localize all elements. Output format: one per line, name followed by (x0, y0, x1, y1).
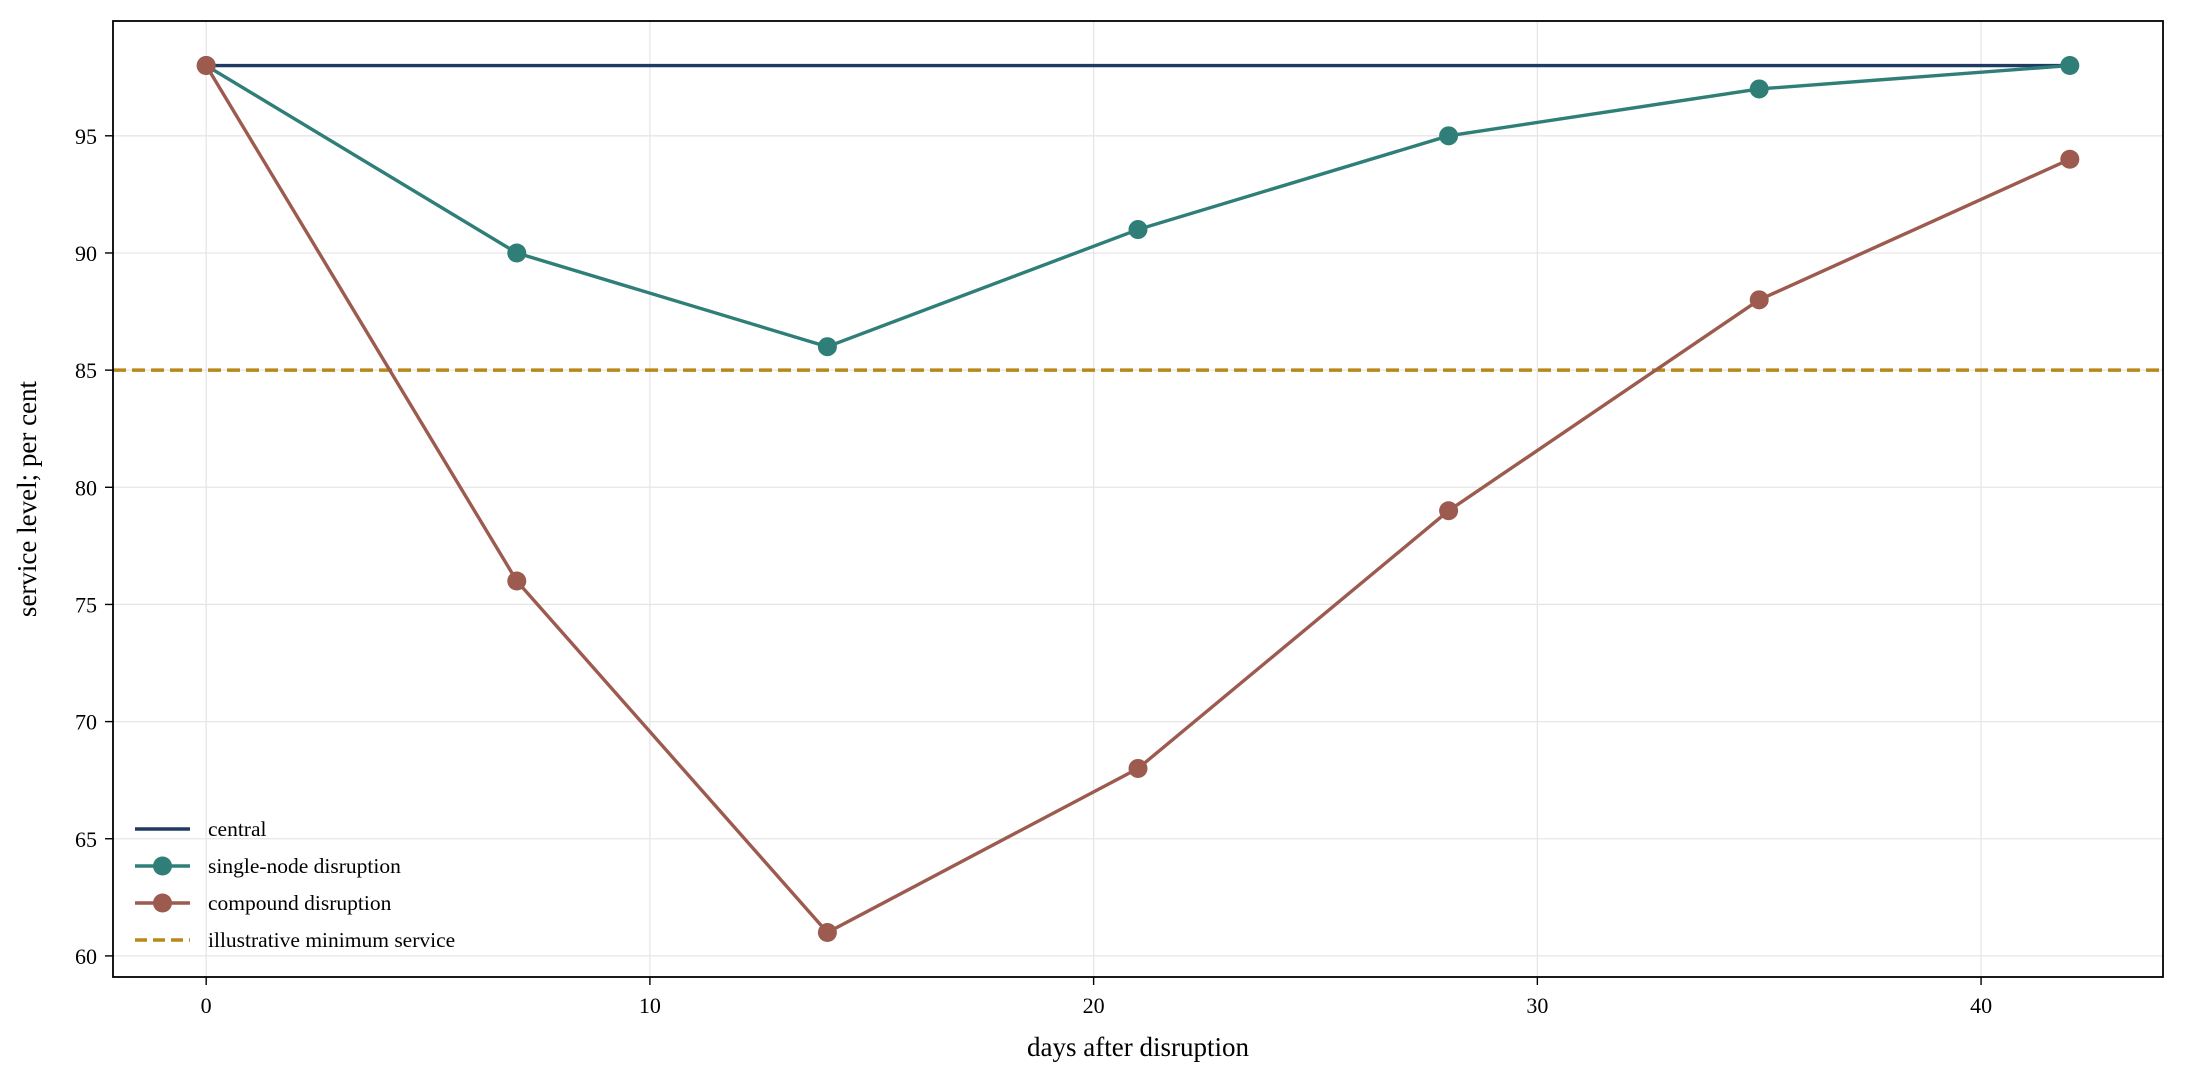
y-tick-label: 60 (75, 944, 97, 969)
y-tick-label: 85 (75, 358, 97, 383)
legend-label: illustrative minimum service (208, 928, 455, 952)
legend: central single-node disruption compound di… (135, 817, 455, 952)
data-point (817, 922, 837, 942)
legend-marker (153, 856, 172, 876)
y-tick-label: 70 (75, 710, 97, 735)
data-point (1749, 79, 1769, 99)
plot-series (196, 56, 2080, 942)
series-line (204, 64, 2071, 935)
x-tick-label: 30 (1526, 993, 1548, 1018)
x-axis-label: days after disruption (1027, 1032, 1249, 1062)
x-tick-label: 40 (1970, 993, 1992, 1018)
legend-entry: single-node disruption (135, 854, 401, 878)
legend-entry: central (135, 817, 267, 841)
y-axis-label: service level; per cent (12, 380, 42, 617)
series-line (205, 63, 2070, 349)
data-point (1439, 501, 1459, 521)
data-point (1128, 758, 1148, 778)
legend-label: compound disruption (208, 891, 392, 915)
y-tick-label: 80 (75, 475, 97, 500)
grid (113, 21, 2163, 977)
series-1 (196, 56, 2080, 357)
y-tick-label: 90 (75, 241, 97, 266)
legend-entry: illustrative minimum service (135, 928, 455, 952)
data-point (196, 56, 216, 76)
legend-entry: compound disruption (135, 891, 392, 915)
x-axis: 0 10 20 30 40 (201, 977, 1992, 1018)
y-axis: 60 65 70 75 80 85 90 95 (75, 124, 113, 969)
x-tick-label: 0 (201, 993, 212, 1018)
data-point (2060, 149, 2080, 169)
legend-label: single-node disruption (208, 854, 401, 878)
x-tick-label: 10 (639, 993, 661, 1018)
data-point (507, 243, 527, 263)
x-tick-label: 20 (1083, 993, 1105, 1018)
y-tick-label: 95 (75, 124, 97, 149)
y-tick-label: 65 (75, 827, 97, 852)
data-point (817, 337, 837, 357)
data-point (1128, 220, 1148, 240)
data-point (2060, 56, 2080, 76)
legend-label: central (208, 817, 267, 841)
legend-marker (153, 893, 172, 913)
data-point (507, 571, 527, 591)
data-point (1439, 126, 1459, 146)
plot-frame (112, 20, 2164, 978)
data-point (1749, 290, 1769, 310)
series-2 (196, 56, 2080, 942)
y-tick-label: 75 (75, 592, 97, 617)
